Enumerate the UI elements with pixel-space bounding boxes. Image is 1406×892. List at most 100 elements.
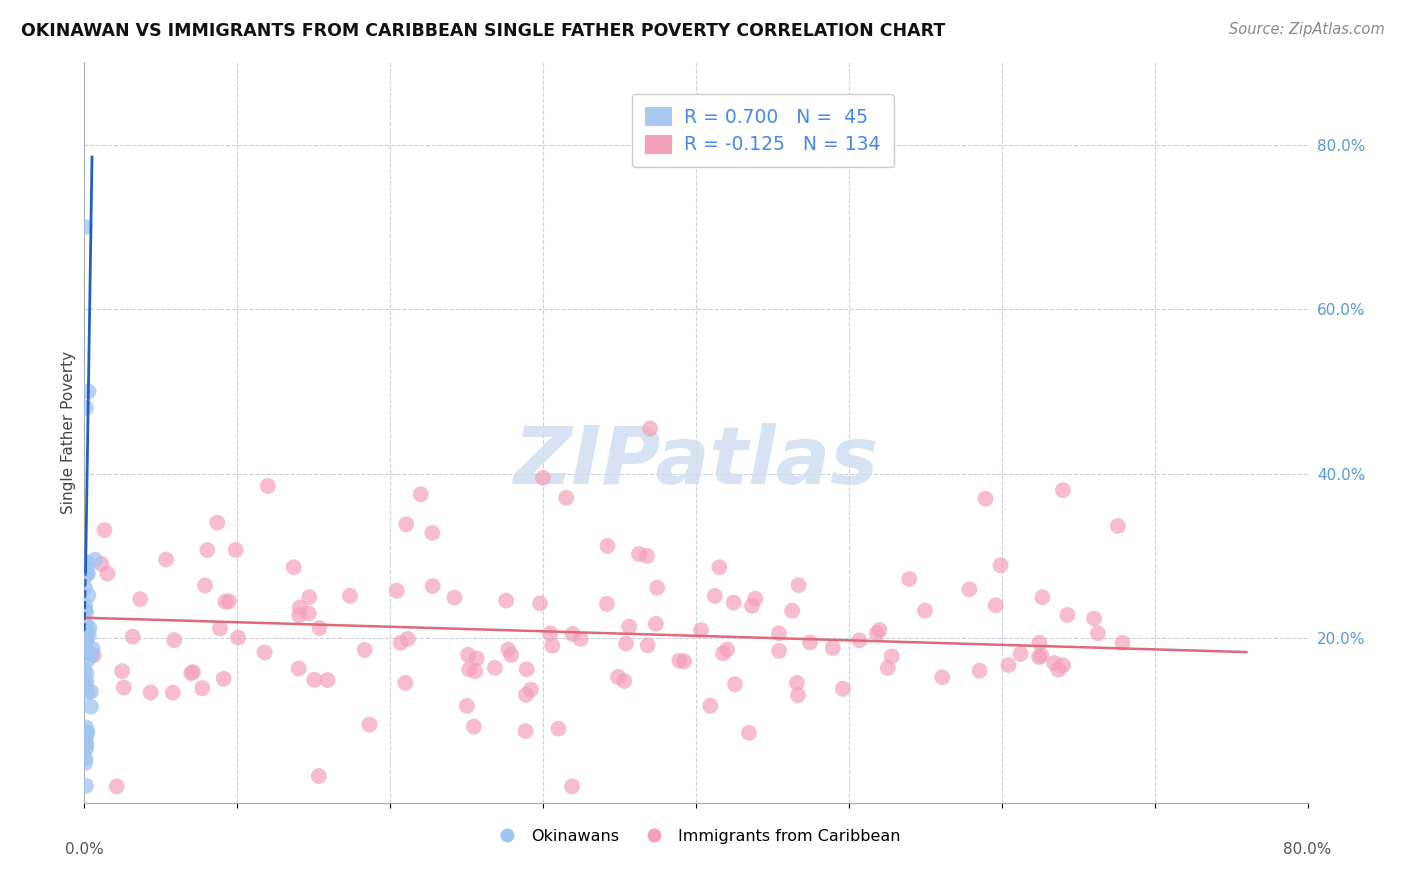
- Text: OKINAWAN VS IMMIGRANTS FROM CARIBBEAN SINGLE FATHER POVERTY CORRELATION CHART: OKINAWAN VS IMMIGRANTS FROM CARIBBEAN SI…: [21, 22, 945, 40]
- Point: [456, 698, 478, 713]
- Point: [226, 631, 249, 645]
- Point: [287, 661, 309, 675]
- Point: [207, 516, 229, 530]
- Point: [162, 686, 184, 700]
- Point: [73, 219, 96, 234]
- Point: [225, 543, 247, 558]
- Point: [914, 604, 936, 618]
- Point: [463, 720, 485, 734]
- Point: [637, 638, 659, 652]
- Point: [443, 591, 465, 605]
- Point: [496, 642, 519, 657]
- Point: [80, 648, 103, 662]
- Point: [76, 624, 98, 639]
- Point: [76, 674, 98, 689]
- Point: [73, 603, 96, 617]
- Point: [298, 607, 321, 621]
- Point: [77, 384, 100, 399]
- Point: [787, 688, 810, 702]
- Point: [257, 479, 280, 493]
- Point: [1087, 626, 1109, 640]
- Point: [214, 594, 236, 608]
- Point: [787, 578, 810, 592]
- Point: [73, 581, 96, 595]
- Point: [422, 579, 444, 593]
- Point: [529, 596, 551, 610]
- Point: [76, 633, 98, 648]
- Point: [389, 636, 412, 650]
- Point: [716, 642, 738, 657]
- Point: [75, 731, 97, 746]
- Point: [613, 673, 636, 688]
- Point: [304, 673, 326, 687]
- Point: [627, 547, 650, 561]
- Point: [638, 421, 661, 435]
- Point: [76, 562, 98, 576]
- Point: [1056, 607, 1078, 622]
- Point: [531, 471, 554, 485]
- Point: [82, 641, 104, 656]
- Point: [75, 666, 97, 681]
- Point: [768, 626, 790, 640]
- Point: [75, 678, 97, 692]
- Point: [253, 645, 276, 659]
- Point: [644, 616, 666, 631]
- Point: [876, 661, 898, 675]
- Point: [457, 648, 479, 662]
- Text: ZIPatlas: ZIPatlas: [513, 423, 879, 501]
- Point: [984, 599, 1007, 613]
- Point: [180, 666, 202, 681]
- Point: [831, 681, 853, 696]
- Point: [194, 578, 217, 592]
- Point: [711, 646, 734, 660]
- Legend: Okinawans, Immigrants from Caribbean: Okinawans, Immigrants from Caribbean: [485, 822, 907, 850]
- Point: [191, 681, 214, 695]
- Point: [96, 566, 118, 581]
- Point: [75, 635, 97, 649]
- Point: [75, 751, 97, 765]
- Point: [516, 662, 538, 676]
- Point: [821, 640, 844, 655]
- Point: [974, 491, 997, 506]
- Point: [75, 779, 97, 793]
- Point: [868, 623, 890, 637]
- Point: [181, 665, 204, 679]
- Point: [80, 684, 103, 698]
- Point: [218, 594, 240, 608]
- Point: [569, 632, 592, 646]
- Point: [458, 662, 481, 676]
- Point: [77, 652, 100, 666]
- Point: [396, 632, 419, 646]
- Point: [465, 651, 488, 665]
- Point: [394, 676, 416, 690]
- Point: [308, 621, 330, 635]
- Point: [75, 756, 97, 770]
- Point: [163, 633, 186, 648]
- Point: [76, 725, 98, 739]
- Point: [75, 645, 97, 659]
- Point: [385, 583, 408, 598]
- Point: [848, 633, 870, 648]
- Point: [75, 401, 97, 415]
- Point: [673, 654, 696, 668]
- Point: [212, 672, 235, 686]
- Point: [780, 604, 803, 618]
- Point: [75, 739, 97, 754]
- Point: [1047, 663, 1070, 677]
- Point: [997, 658, 1019, 673]
- Point: [668, 654, 690, 668]
- Point: [738, 726, 761, 740]
- Point: [1043, 656, 1066, 670]
- Point: [786, 676, 808, 690]
- Point: [73, 679, 96, 693]
- Point: [76, 726, 98, 740]
- Text: Source: ZipAtlas.com: Source: ZipAtlas.com: [1229, 22, 1385, 37]
- Point: [538, 626, 561, 640]
- Point: [1107, 519, 1129, 533]
- Point: [75, 721, 97, 735]
- Point: [75, 616, 97, 631]
- Point: [77, 566, 100, 581]
- Point: [515, 724, 537, 739]
- Point: [515, 688, 537, 702]
- Y-axis label: Single Father Poverty: Single Father Poverty: [60, 351, 76, 514]
